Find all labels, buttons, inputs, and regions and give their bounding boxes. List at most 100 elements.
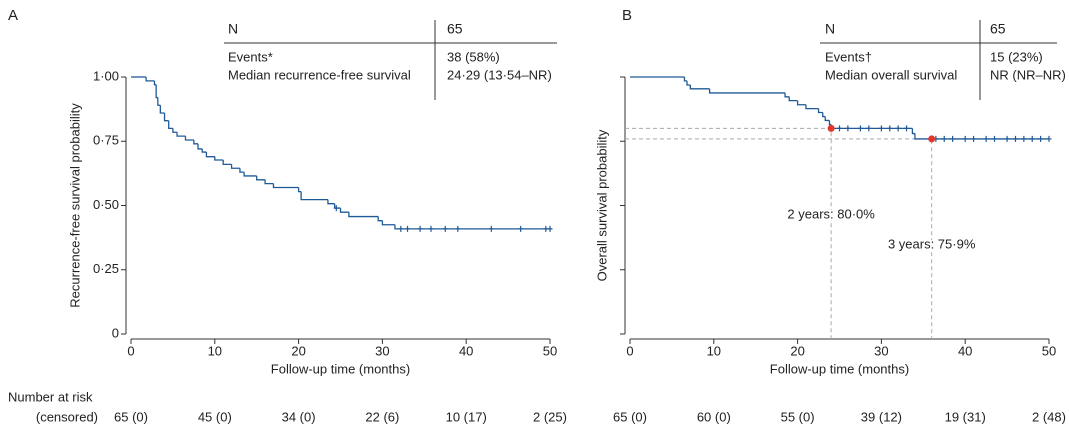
censor-mark xyxy=(547,225,553,232)
survival-step xyxy=(272,183,299,189)
x-tick-label: 10 xyxy=(208,343,222,358)
censor-mark xyxy=(962,135,968,142)
survival-step xyxy=(163,112,169,122)
censor-mark xyxy=(992,135,998,142)
risk-count: 22 (6) xyxy=(365,409,399,424)
x-tick-label: 20 xyxy=(790,343,804,358)
table-cell: 15 (23%) xyxy=(990,49,1043,64)
censor-mark xyxy=(857,125,863,132)
survival-step xyxy=(381,220,395,226)
risk-count: 34 (0) xyxy=(282,409,316,424)
risk-count: 19 (31) xyxy=(945,409,986,424)
censor-mark xyxy=(518,225,524,232)
censor-mark xyxy=(866,125,872,132)
survival-step xyxy=(168,120,173,130)
survival-step xyxy=(348,212,379,218)
censor-mark xyxy=(845,125,851,132)
y-tick-label: 1·00 xyxy=(93,68,119,83)
x-tick-label: 0 xyxy=(626,343,633,358)
survival-step xyxy=(686,80,691,86)
censor-mark xyxy=(950,135,956,142)
landmark-point xyxy=(928,135,936,143)
survival-step xyxy=(796,100,806,106)
survival-step xyxy=(201,148,207,153)
censor-mark xyxy=(878,125,884,132)
table-cell: Events* xyxy=(228,49,273,64)
risk-count: 2 (48) xyxy=(1032,409,1066,424)
table-cell: N xyxy=(825,21,835,37)
table-cell: Median recurrence-free survival xyxy=(228,67,411,82)
censor-mark xyxy=(398,225,404,232)
x-tick-label: 40 xyxy=(958,343,972,358)
risk-count: 55 (0) xyxy=(781,409,815,424)
risk-count: 65 (0) xyxy=(613,409,647,424)
table-cell: 38 (58%) xyxy=(447,49,500,64)
survival-step xyxy=(184,136,194,141)
table-cell: 65 xyxy=(990,21,1006,37)
survival-step xyxy=(394,224,550,230)
censor-mark xyxy=(543,225,549,232)
table-cell: N xyxy=(228,21,238,37)
censor-mark xyxy=(895,125,901,132)
survival-step xyxy=(222,160,232,166)
survival-step xyxy=(683,77,687,82)
survival-step xyxy=(327,199,335,205)
survival-step xyxy=(824,116,830,122)
landmark-label: 3 years: 75·9% xyxy=(888,236,976,251)
risk-count: 2 (25) xyxy=(533,409,567,424)
survival-step xyxy=(159,105,165,114)
table-cell: NR (NR–NR) xyxy=(990,67,1066,82)
x-tick-label: 10 xyxy=(707,343,721,358)
survival-step xyxy=(197,143,203,150)
y-tick-label: 0·75 xyxy=(93,133,119,148)
y-tick-label: 0 xyxy=(112,325,119,340)
table-cell: Median overall survival xyxy=(825,67,957,82)
survival-step xyxy=(256,175,266,181)
table-cell: 24·29 (13·54–NR) xyxy=(447,67,552,82)
censor-mark xyxy=(887,125,893,132)
survival-step xyxy=(155,84,158,99)
survival-step xyxy=(333,203,341,209)
censor-mark xyxy=(442,225,448,232)
censor-mark xyxy=(1004,135,1010,142)
guide-line xyxy=(625,138,933,339)
y-tick-label: 0·25 xyxy=(93,261,119,276)
censor-mark xyxy=(983,135,989,142)
survival-step xyxy=(300,191,328,201)
survival-step xyxy=(214,156,224,161)
landmark-label: 2 years: 80·0% xyxy=(787,206,875,221)
x-tick-label: 20 xyxy=(291,343,305,358)
y-axis-title: Recurrence-free survival probability xyxy=(67,103,82,308)
survival-step xyxy=(828,120,832,126)
survival-step xyxy=(145,77,155,82)
survival-step xyxy=(817,108,823,114)
censor-mark xyxy=(417,225,423,232)
panel-label: B xyxy=(622,7,632,24)
survival-step xyxy=(805,104,819,110)
risk-count: 65 (0) xyxy=(114,409,148,424)
censor-mark xyxy=(488,225,494,232)
censor-mark xyxy=(837,125,842,132)
x-tick-label: 0 xyxy=(127,343,134,358)
survival-step xyxy=(264,179,274,185)
survival-step xyxy=(205,152,215,158)
landmark-point xyxy=(827,124,835,132)
survival-step xyxy=(239,168,245,173)
x-tick-label: 40 xyxy=(459,343,473,358)
censor-mark xyxy=(333,205,339,212)
censor-mark xyxy=(455,225,461,232)
censor-mark xyxy=(1012,135,1018,142)
censor-mark xyxy=(405,225,411,232)
survival-step xyxy=(157,97,161,106)
survival-step xyxy=(176,132,186,137)
censor-mark xyxy=(428,225,434,232)
censor-mark xyxy=(1046,135,1052,142)
survival-step xyxy=(377,216,383,222)
x-axis-title: Follow-up time (months) xyxy=(271,361,410,376)
risk-count: 45 (0) xyxy=(198,409,232,424)
survival-step xyxy=(193,139,199,145)
survival-step xyxy=(153,80,157,86)
survival-step xyxy=(911,128,915,135)
risk-title: Number at risk xyxy=(8,389,93,404)
